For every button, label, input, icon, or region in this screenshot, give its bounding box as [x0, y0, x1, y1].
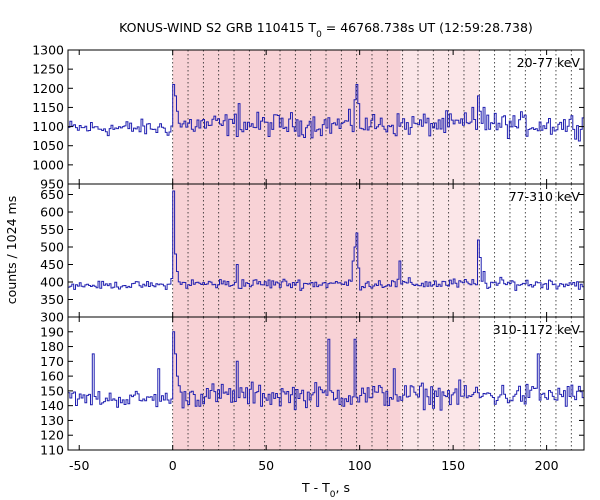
y-tick-label: 950 [40, 177, 64, 192]
x-tick-label: 0 [169, 458, 177, 473]
x-tick-label: -50 [69, 458, 89, 473]
y-tick-label: 190 [40, 324, 64, 339]
panel-energy-label: 20-77 keV [517, 55, 581, 70]
y-tick-label: 180 [40, 339, 64, 354]
y-tick-label: 550 [40, 222, 64, 237]
x-tick-label: 150 [441, 458, 465, 473]
shaded-interval-tail [400, 317, 480, 450]
lightcurve-series [68, 190, 584, 291]
y-tick-label: 1100 [32, 119, 64, 134]
panel-1: 950 1000 1050 1100 1150 1200 1250 1300 20-77 keV [32, 43, 585, 192]
x-tick-label: 200 [535, 458, 559, 473]
x-axis-label: T - T0, s [301, 480, 350, 500]
y-tick-label: 160 [40, 369, 64, 384]
y-tick-label: 110 [40, 443, 64, 458]
y-tick-label: 350 [40, 292, 64, 307]
y-tick-label: 130 [40, 413, 64, 428]
y-tick-label: 1200 [32, 81, 64, 96]
x-tick-label: 50 [258, 458, 274, 473]
shaded-interval-tail [400, 184, 480, 317]
y-tick-label: 150 [40, 383, 64, 398]
shaded-interval-main [172, 317, 401, 450]
x-tick-label: 100 [348, 458, 372, 473]
panel-2: 300 350 400 450 500 550 600 650 77-310 keV [40, 183, 585, 325]
y-tick-label: 400 [40, 275, 64, 290]
lightcurve-series [68, 84, 584, 142]
panel-energy-label: 77-310 keV [509, 189, 581, 204]
y-tick-label: 1050 [32, 138, 64, 153]
y-tick-label: 120 [40, 428, 64, 443]
shaded-interval-main [172, 50, 401, 184]
y-tick-label: 1150 [32, 100, 64, 115]
panel-frame [67, 316, 585, 451]
y-tick-label: 140 [40, 398, 64, 413]
y-tick-label: 1000 [32, 157, 64, 172]
y-tick-label: 600 [40, 205, 64, 220]
y-tick-label: 450 [40, 257, 64, 272]
shaded-interval-main [172, 184, 401, 317]
y-tick-label: 300 [40, 310, 64, 325]
y-tick-label: 1300 [32, 43, 64, 58]
y-axis-label: counts / 1024 ms [4, 196, 19, 304]
y-tick-label: 170 [40, 354, 64, 369]
panel-energy-label: 310-1172 keV [493, 322, 581, 337]
chart-title: KONUS-WIND S2 GRB 110415 T0 = 46768.738s… [119, 20, 533, 40]
y-tick-label: 650 [40, 187, 64, 202]
lightcurve-series [68, 331, 584, 411]
y-tick-label: 500 [40, 240, 64, 255]
y-tick-label: 1250 [32, 62, 64, 77]
